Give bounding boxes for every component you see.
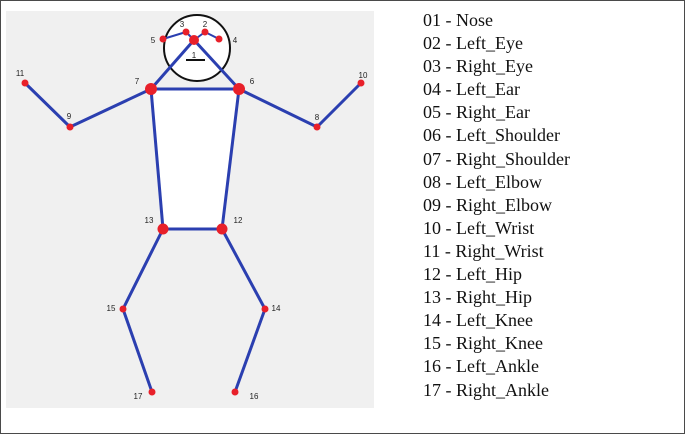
keypoint-label-right-shoulder: 7 (135, 77, 140, 86)
keypoint-left-wrist (357, 79, 365, 87)
keypoint-right-wrist (21, 79, 29, 87)
legend-item-left-ankle: 16 - Left_Ankle (423, 356, 539, 377)
bone-5-3 (162, 31, 187, 40)
keypoint-right-ear (159, 35, 167, 43)
legend-item-right-elbow: 09 - Right_Elbow (423, 194, 552, 215)
keypoint-label-right-ankle: 17 (134, 392, 143, 401)
skeleton-diagram: 1 2 3 4 5 6 7 8 9 10 11 12 13 14 15 16 17 (6, 11, 374, 408)
keypoint-label-left-knee: 14 (272, 304, 281, 313)
keypoint-nose (189, 35, 199, 45)
bone-6-12 (220, 88, 241, 230)
keypoint-label-right-knee: 15 (107, 304, 116, 313)
legend-item-left-hip: 12 - Left_Hip (423, 264, 522, 285)
keypoint-right-shoulder (145, 83, 157, 95)
keypoint-right-elbow (66, 123, 74, 131)
bone-10-8 (315, 81, 363, 129)
legend-item-right-shoulder: 07 - Right_Shoulder (423, 148, 570, 169)
keypoint-label-left-eye: 2 (203, 20, 208, 29)
legend-item-left-eye: 02 - Left_Eye (423, 33, 523, 54)
bone-6-1 (192, 38, 241, 91)
legend-item-right-ear: 05 - Right_Ear (423, 102, 530, 123)
bone-11-9 (23, 81, 72, 129)
legend-item-right-wrist: 11 - Right_Wrist (423, 240, 544, 261)
keypoint-legend: 01 - Nose 02 - Left_Eye 03 - Right_Eye 0… (423, 9, 570, 402)
keypoint-left-hip (216, 223, 228, 235)
bone-14-16 (233, 308, 267, 393)
legend-item-right-ankle: 17 - Right_Ankle (423, 379, 549, 400)
keypoint-label-right-wrist: 11 (16, 69, 25, 78)
bone-7-13 (149, 88, 165, 230)
keypoint-left-shoulder (233, 83, 245, 95)
keypoint-label-left-shoulder: 6 (250, 77, 255, 86)
torso-fill (151, 89, 239, 229)
legend-item-left-ear: 04 - Left_Ear (423, 79, 520, 100)
bone-15-17 (121, 308, 154, 393)
legend-item-nose: 01 - Nose (423, 10, 493, 30)
legend-item-left-knee: 14 - Left_Knee (423, 310, 533, 331)
bone-13-15 (121, 228, 165, 310)
legend-item-left-shoulder: 06 - Left_Shoulder (423, 125, 560, 146)
keypoint-label-left-elbow: 8 (315, 113, 320, 122)
legend-item-left-wrist: 10 - Left_Wrist (423, 217, 535, 238)
keypoint-label-nose: 1 (192, 51, 197, 60)
legend-item-right-hip: 13 - Right_Hip (423, 287, 533, 308)
keypoint-left-ear (215, 35, 223, 43)
bone-12-14 (220, 228, 267, 310)
bone-9-7 (69, 87, 152, 129)
keypoint-left-eye (201, 28, 209, 36)
legend-item-left-elbow: 08 - Left_Elbow (423, 171, 542, 192)
keypoint-left-elbow (313, 123, 321, 131)
legend-item-right-eye: 03 - Right_Eye (423, 56, 533, 77)
legend-item-right-knee: 15 - Right_Knee (423, 333, 543, 354)
keypoint-label-left-wrist: 10 (359, 71, 368, 80)
skeleton-bones (23, 31, 363, 393)
bone-7-1 (149, 39, 196, 90)
keypoint-label-right-ear: 5 (151, 36, 156, 45)
keypoint-right-knee (119, 305, 127, 313)
keypoint-left-ankle (231, 388, 239, 396)
keypoint-label-left-hip: 12 (234, 216, 243, 225)
keypoint-right-ankle (148, 388, 156, 396)
keypoint-right-hip (157, 223, 169, 235)
keypoint-label-left-ear: 4 (233, 36, 238, 45)
keypoint-label-left-ankle: 16 (250, 392, 259, 401)
bone-8-6 (238, 87, 318, 129)
keypoint-left-knee (261, 305, 269, 313)
keypoint-label-right-eye: 3 (180, 20, 185, 29)
keypoint-label-right-elbow: 9 (67, 112, 72, 121)
keypoint-right-eye (182, 28, 190, 36)
keypoint-label-right-hip: 13 (145, 216, 154, 225)
head-outline (163, 14, 231, 82)
skeleton-joints (21, 28, 365, 396)
